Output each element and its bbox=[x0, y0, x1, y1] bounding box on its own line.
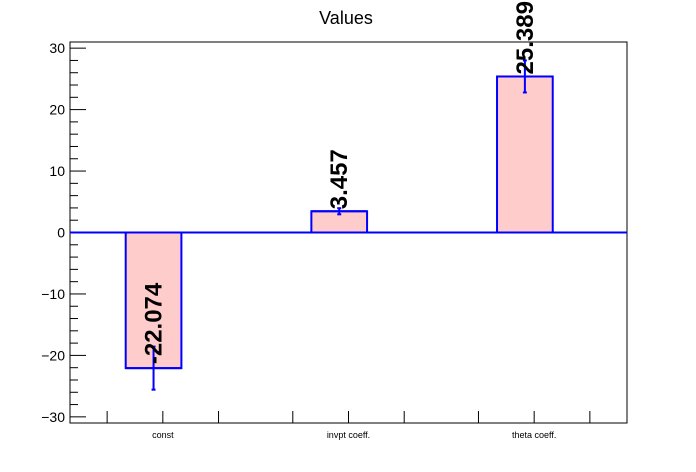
bar bbox=[496, 75, 554, 234]
bar-series: -22.074 3.457 25.389 bbox=[124, 1, 554, 391]
y-tick-label: −20 bbox=[41, 347, 65, 363]
y-tick-label: −10 bbox=[41, 286, 65, 302]
bar bbox=[124, 231, 183, 370]
y-tick-label: 0 bbox=[57, 225, 65, 241]
y-tick-label: 30 bbox=[49, 40, 65, 56]
y-tick-label: 10 bbox=[49, 163, 65, 179]
x-tick-label: const bbox=[152, 430, 174, 440]
data-label: -22.074 bbox=[141, 282, 168, 364]
chart-title: Values bbox=[319, 8, 373, 28]
y-tick-label: −30 bbox=[41, 409, 65, 425]
data-label: 25.389 bbox=[512, 1, 539, 74]
x-tick-label: invpt coeff. bbox=[327, 430, 370, 440]
data-label: 3.457 bbox=[326, 149, 353, 209]
y-axis: −30 −20 −10 0 10 20 30 bbox=[41, 40, 86, 425]
y-tick-label: 20 bbox=[49, 102, 65, 118]
x-tick-label: theta coeff. bbox=[512, 430, 556, 440]
x-axis: const invpt coeff. theta coeff. bbox=[106, 411, 591, 440]
